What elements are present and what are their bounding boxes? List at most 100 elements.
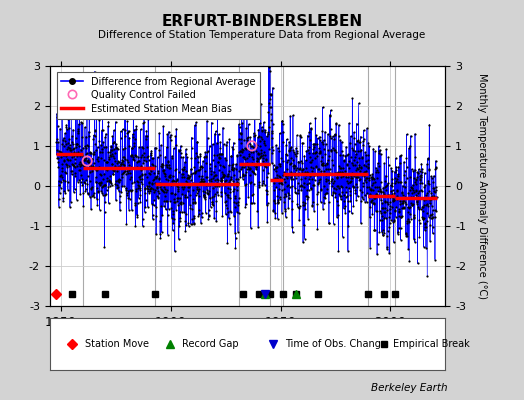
Point — [185, 184, 193, 190]
Point — [217, 151, 225, 157]
Point — [307, 186, 315, 192]
Point — [84, 143, 93, 149]
Point — [299, 239, 307, 246]
Point — [301, 175, 310, 182]
Point — [202, 154, 211, 160]
Point — [378, 204, 387, 211]
Point — [427, 195, 435, 202]
Point — [138, 175, 147, 182]
Point — [418, 180, 426, 186]
Point — [402, 164, 411, 170]
Point — [158, 161, 167, 168]
Point — [67, 146, 75, 153]
Point — [213, 152, 222, 158]
Point — [255, 179, 263, 185]
Point — [274, 200, 282, 206]
Point — [364, 165, 372, 171]
Point — [391, 180, 399, 186]
Point — [239, 164, 248, 170]
Point — [242, 146, 250, 152]
Point — [187, 221, 195, 227]
Point — [64, 125, 73, 131]
Point — [277, 180, 285, 186]
Point — [268, 144, 277, 150]
Point — [150, 176, 158, 182]
Point — [90, 132, 98, 138]
Point — [107, 142, 115, 149]
Point — [338, 169, 346, 176]
Point — [352, 196, 361, 203]
Point — [157, 186, 165, 192]
Point — [404, 246, 412, 252]
Point — [286, 184, 294, 190]
Point — [110, 155, 118, 161]
Point — [302, 148, 311, 154]
Point — [83, 141, 91, 148]
Point — [91, 127, 99, 133]
Point — [139, 145, 147, 151]
Point — [89, 163, 97, 170]
Point — [56, 190, 64, 196]
Point — [53, 110, 61, 117]
Point — [378, 200, 386, 206]
Point — [137, 171, 146, 177]
Point — [297, 158, 305, 164]
Point — [219, 124, 227, 131]
Point — [369, 175, 377, 182]
Point — [148, 181, 157, 187]
Point — [206, 161, 214, 167]
Point — [247, 200, 256, 206]
Point — [165, 174, 173, 180]
Point — [99, 192, 107, 198]
Point — [69, 146, 77, 152]
Point — [255, 184, 264, 190]
Text: Empirical Break: Empirical Break — [393, 339, 470, 349]
Point — [387, 216, 395, 223]
Point — [154, 168, 162, 174]
Point — [329, 133, 337, 140]
Point — [302, 164, 310, 171]
Point — [336, 169, 344, 176]
Point — [331, 131, 339, 137]
Point — [298, 170, 307, 176]
Point — [424, 180, 432, 186]
Point — [326, 126, 335, 132]
Point — [145, 183, 154, 189]
Point — [359, 196, 367, 202]
Point — [323, 171, 331, 178]
Point — [351, 187, 359, 193]
Point — [389, 194, 397, 201]
Point — [410, 214, 419, 220]
Point — [193, 186, 201, 192]
Point — [250, 130, 258, 136]
Point — [156, 183, 164, 190]
Point — [140, 88, 148, 94]
Point — [53, 155, 62, 162]
Point — [230, 165, 238, 172]
Point — [176, 194, 184, 201]
Point — [258, 136, 266, 143]
Point — [181, 227, 190, 234]
Point — [409, 194, 417, 200]
Point — [268, 121, 277, 127]
Point — [386, 220, 394, 226]
Point — [313, 140, 321, 147]
Point — [414, 170, 423, 176]
Point — [281, 208, 289, 214]
Point — [288, 229, 297, 236]
Point — [187, 177, 195, 183]
Point — [353, 158, 362, 165]
Point — [274, 197, 282, 203]
Point — [320, 194, 329, 201]
Point — [365, 214, 374, 220]
Point — [183, 194, 191, 200]
Point — [132, 153, 140, 160]
Point — [299, 199, 307, 205]
Point — [292, 145, 300, 152]
Point — [195, 186, 203, 192]
Point — [70, 145, 79, 152]
Point — [89, 164, 97, 170]
Point — [162, 198, 170, 204]
Point — [216, 150, 224, 157]
Point — [357, 193, 366, 200]
